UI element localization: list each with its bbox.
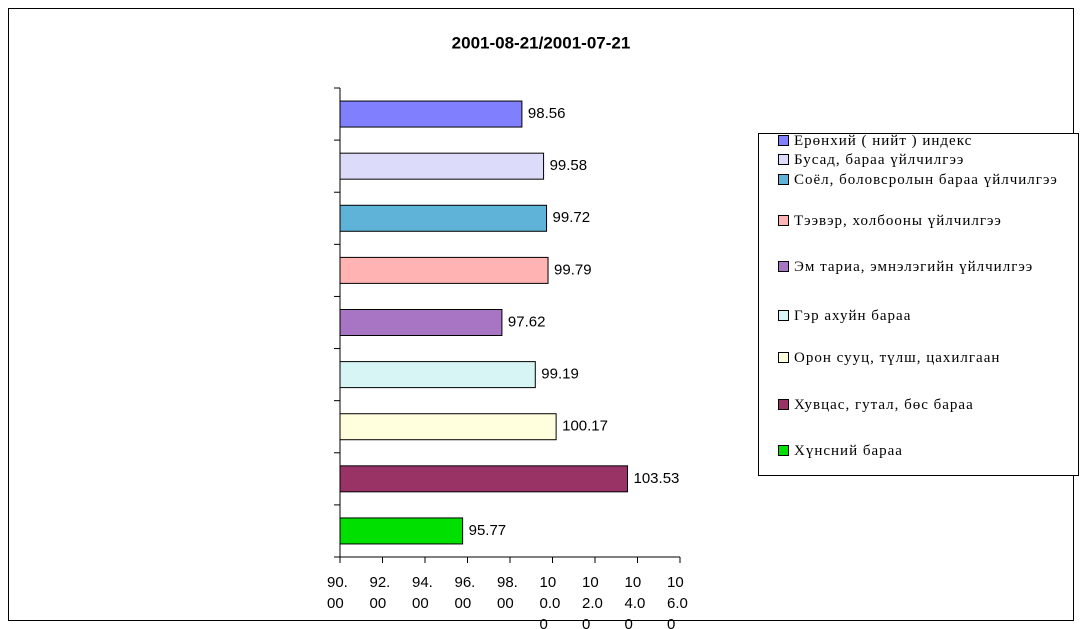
value-label: 99.58 (550, 157, 588, 174)
legend-swatch (778, 174, 789, 185)
legend-label: Орон сууц, түлш, цахилгаан (794, 350, 1001, 366)
legend-item: Орон сууц, түлш, цахилгаан (760, 350, 1081, 366)
bar (339, 517, 464, 545)
legend-item: Тээвэр, холбооны үйлчилгээ (760, 213, 1081, 229)
legend-swatch (778, 352, 789, 363)
legend-label: Соёл, боловсролын бараа үйлчилгээ (794, 172, 1058, 188)
bar (339, 152, 545, 180)
legend-label: Хувцас, гутал, бөс бараа (794, 397, 974, 413)
legend-label: Тээвэр, холбооны үйлчилгээ (794, 213, 1002, 229)
chart-title: 2001-08-21/2001-07-21 (452, 33, 631, 52)
x-tick-label: 100.00 (539, 574, 561, 629)
value-label: 95.77 (469, 522, 507, 539)
bar (339, 204, 548, 232)
legend-swatch (778, 154, 789, 165)
x-tick-label: 96.00 (454, 574, 476, 612)
legend-swatch (778, 445, 789, 456)
value-label: 99.79 (554, 261, 592, 278)
legend-label: Бусад, бараа үйлчилгээ (794, 152, 965, 168)
legend-label: Гэр ахуйн бараа (794, 308, 912, 324)
legend-swatch (778, 261, 789, 272)
legend-label: Хүнсний бараа (794, 443, 903, 459)
legend-item: Хувцас, гутал, бөс бараа (760, 397, 1081, 413)
bar (339, 361, 536, 389)
legend-item: Гэр ахуйн бараа (760, 308, 1081, 324)
bar (339, 413, 557, 441)
legend-box (758, 133, 1079, 476)
x-tick-label: 98.00 (497, 574, 518, 612)
x-tick-label: 94.00 (412, 574, 433, 612)
value-label: 98.56 (528, 105, 566, 122)
legend-item: Хүнсний бараа (760, 443, 1081, 459)
legend-swatch (778, 215, 789, 226)
value-label: 103.53 (634, 470, 680, 487)
legend-item: Бусад, бараа үйлчилгээ (760, 152, 1081, 168)
x-tick-label: 92.00 (369, 574, 391, 612)
x-tick-label: 102.00 (582, 574, 603, 629)
value-label: 99.19 (541, 366, 579, 383)
legend-label: Эм тариа, эмнэлэгийн үйлчилгээ (794, 259, 1034, 275)
legend-swatch (778, 310, 789, 321)
bar (339, 465, 629, 493)
value-label: 99.72 (553, 209, 591, 226)
legend-item: Эм тариа, эмнэлэгийн үйлчилгээ (760, 259, 1081, 275)
x-tick-label: 104.00 (624, 574, 646, 629)
legend-item: Соёл, боловсролын бараа үйлчилгээ (760, 172, 1081, 188)
value-label: 100.17 (562, 418, 608, 435)
bar (339, 256, 549, 284)
x-tick-label: 106.00 (667, 574, 688, 629)
legend-label: Ерөнхий ( нийт ) индекс (794, 133, 973, 149)
x-tick-label: 90.00 (327, 574, 348, 612)
legend-swatch (778, 399, 789, 410)
legend-swatch (778, 135, 789, 146)
bar (339, 100, 523, 128)
legend-item: Ерөнхий ( нийт ) индекс (760, 133, 1081, 149)
value-label: 97.62 (508, 313, 546, 330)
bar (339, 309, 503, 336)
